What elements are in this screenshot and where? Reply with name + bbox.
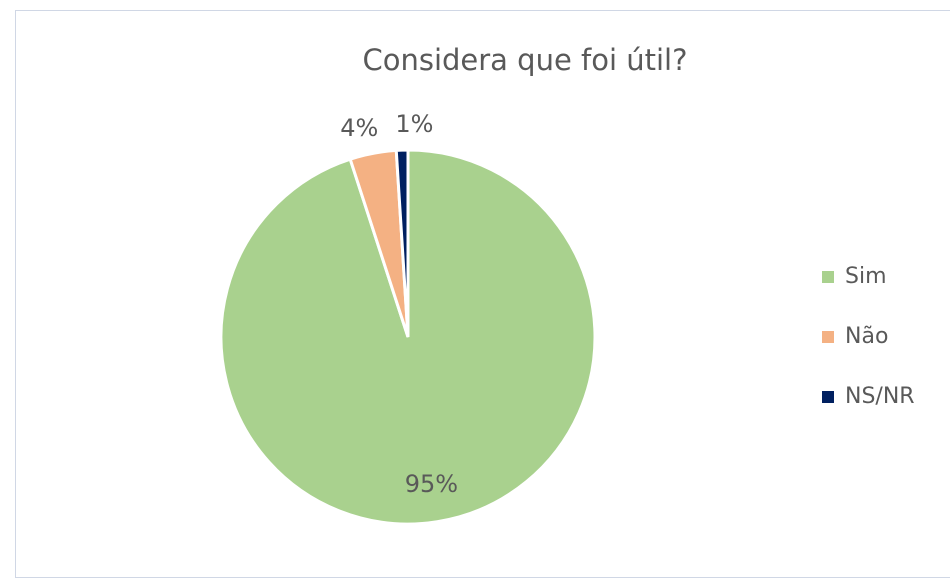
data-label: 4% [340,114,378,142]
data-label: 95% [405,470,458,498]
legend-label: Sim [845,264,887,289]
legend-swatch [822,391,834,403]
legend-label: Não [845,324,888,349]
legend-swatch [822,331,834,343]
data-label: 1% [395,110,433,138]
chart-title: Considera que foi útil? [362,43,687,77]
legend-label: NS/NR [845,384,915,409]
legend-swatch [822,271,834,283]
pie-slice [394,148,410,338]
